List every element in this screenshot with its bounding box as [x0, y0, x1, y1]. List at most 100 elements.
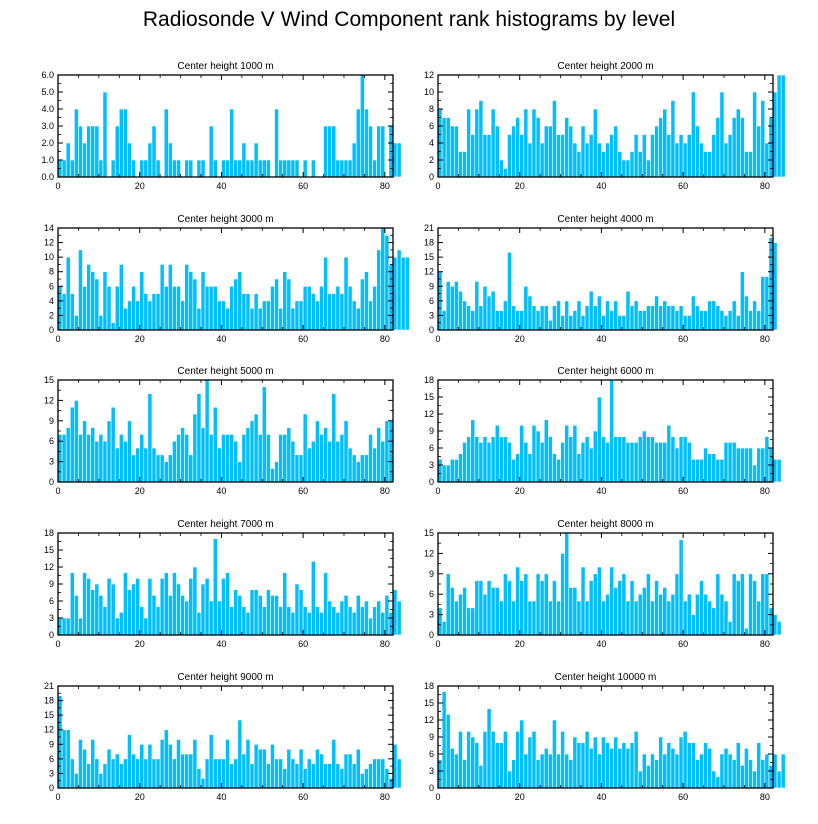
- histogram-bar: [588, 134, 594, 178]
- histogram-bar: [65, 256, 71, 331]
- histogram-bar: [633, 300, 639, 331]
- histogram-bar: [196, 159, 202, 178]
- histogram-bar: [776, 459, 782, 483]
- y-tick-label: 12: [44, 725, 54, 735]
- y-tick-label: 4.0: [41, 104, 54, 114]
- histogram-bar: [695, 305, 700, 331]
- histogram-bar: [490, 108, 496, 178]
- histogram-bar: [98, 595, 104, 636]
- histogram-bar: [294, 583, 300, 636]
- histogram-bar: [212, 159, 218, 178]
- x-tick-label: 40: [216, 792, 226, 802]
- histogram-bar: [343, 159, 349, 178]
- histogram-bar: [298, 300, 304, 331]
- histogram-bar: [445, 714, 451, 789]
- histogram-bar: [478, 580, 484, 636]
- histogram-bar: [368, 300, 373, 331]
- histogram-bar: [127, 300, 132, 331]
- histogram-bar: [139, 743, 145, 789]
- histogram-bar: [633, 134, 639, 178]
- y-tick-label: 12: [424, 409, 434, 419]
- histogram-panel: Center height 10000 m 0 3 6 9 12 15 18 0 20 40 60 80: [424, 672, 786, 802]
- histogram-bar: [106, 285, 112, 331]
- y-tick-label: 0: [429, 783, 434, 793]
- histogram-bar: [519, 134, 525, 178]
- histogram-bar: [686, 315, 692, 331]
- histogram-bar: [151, 447, 157, 483]
- histogram-bar: [294, 454, 300, 483]
- histogram-panel: Center height 4000 m 0 3 6 9 12 15 18 21 0 20 40 60 8…: [424, 214, 778, 344]
- x-tick-label: 0: [435, 334, 440, 344]
- histogram-bar: [315, 300, 320, 331]
- histogram-bar: [135, 300, 141, 331]
- y-tick-label: 0: [429, 630, 434, 640]
- histogram-bar: [61, 617, 67, 636]
- histogram-bar: [523, 108, 529, 178]
- histogram-bar: [556, 300, 561, 331]
- histogram-bar: [727, 310, 733, 331]
- histogram-bar: [474, 108, 480, 178]
- histogram-bar: [331, 739, 337, 789]
- histogram-bar: [617, 436, 623, 483]
- histogram-bar: [315, 748, 320, 789]
- histogram-bar: [711, 134, 717, 178]
- histogram-bar: [290, 440, 296, 483]
- histogram-bar: [486, 295, 492, 331]
- histogram-bar: [200, 159, 206, 178]
- histogram-bar: [723, 748, 729, 789]
- histogram-bar: [69, 293, 75, 331]
- histogram-bar: [715, 305, 721, 331]
- panel-title: Center height 5000 m: [177, 366, 273, 377]
- histogram-bar: [637, 436, 643, 483]
- y-tick-label: 0.0: [41, 172, 54, 182]
- histogram-bar: [274, 461, 279, 483]
- histogram-bar: [727, 442, 733, 483]
- histogram-bar: [719, 753, 725, 789]
- histogram-bar: [552, 305, 557, 331]
- histogram-bar: [711, 453, 717, 483]
- histogram-bar: [703, 447, 708, 483]
- histogram-bar: [580, 442, 586, 483]
- histogram-bar: [114, 753, 120, 789]
- x-tick-label: 40: [596, 181, 606, 191]
- histogram-bar: [511, 600, 516, 636]
- histogram-bar: [515, 117, 521, 178]
- x-tick-label: 20: [135, 792, 145, 802]
- y-tick-label: 3: [429, 766, 434, 776]
- histogram-bar: [625, 748, 631, 789]
- histogram-bar: [257, 595, 263, 636]
- histogram-bar: [282, 768, 288, 789]
- x-tick-label: 80: [760, 486, 770, 496]
- histogram-bar: [682, 142, 688, 178]
- histogram-bar: [204, 379, 210, 483]
- histogram-bar: [86, 578, 91, 636]
- histogram-bar: [458, 151, 463, 178]
- histogram-bar: [253, 293, 259, 331]
- histogram-bar: [261, 300, 267, 331]
- histogram-bar: [286, 159, 292, 178]
- x-tick-label: 60: [298, 792, 308, 802]
- histogram-bar: [678, 134, 684, 178]
- y-tick-label: 6: [429, 121, 434, 131]
- histogram-bar: [74, 108, 79, 178]
- histogram-bar: [478, 100, 484, 178]
- histogram-bar: [621, 315, 627, 331]
- histogram-bar: [163, 729, 169, 789]
- histogram-bar: [519, 310, 525, 331]
- histogram-bar: [217, 758, 222, 789]
- x-tick-label: 0: [55, 334, 60, 344]
- histogram-bar: [641, 430, 647, 483]
- histogram-bar: [511, 459, 516, 483]
- histogram-bar: [723, 442, 729, 483]
- histogram-bar: [503, 436, 508, 483]
- histogram-bar: [278, 434, 283, 483]
- histogram-bar: [302, 413, 308, 483]
- histogram-bar: [711, 607, 717, 636]
- histogram-bar: [351, 300, 357, 331]
- y-tick-label: 1.0: [41, 155, 54, 165]
- histogram-bar: [576, 742, 582, 789]
- y-tick-label: 4: [49, 296, 54, 306]
- histogram-bar: [760, 447, 766, 483]
- histogram-bar: [580, 742, 586, 789]
- histogram-bar: [527, 142, 533, 178]
